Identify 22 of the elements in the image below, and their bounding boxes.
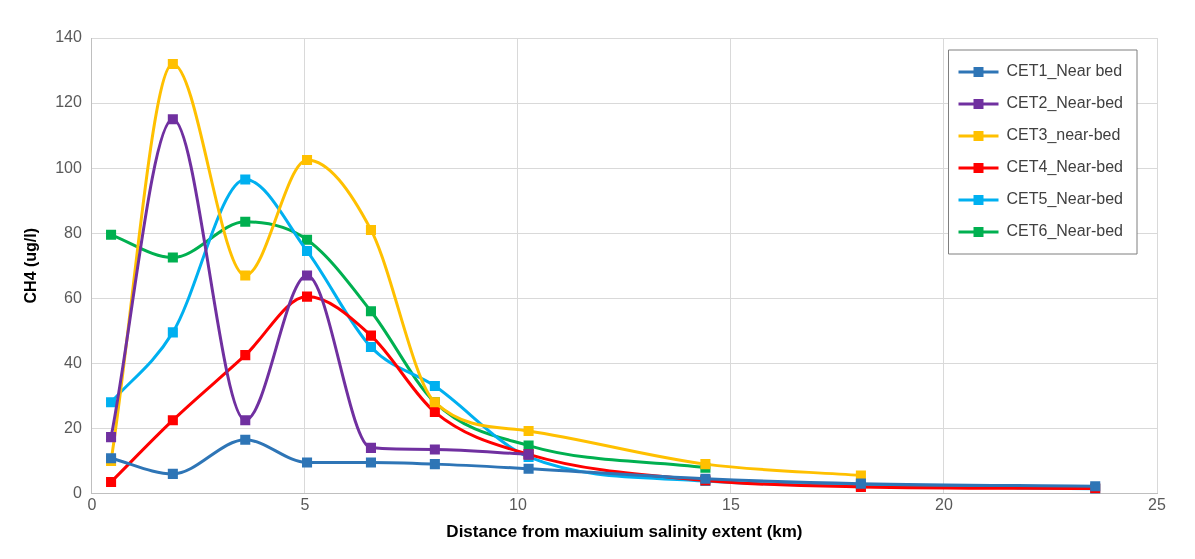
x-tick-label: 20	[935, 496, 953, 514]
legend-label: CET2_Near-bed	[1006, 94, 1123, 113]
x-axis-title: Distance from maxiuium salinity extent (km)	[446, 522, 803, 542]
legend-label: CET6_Near-bed	[1006, 222, 1123, 241]
x-tick-label: 10	[509, 496, 527, 514]
y-axis-title: CH4 (ug/l)	[22, 227, 40, 304]
legend-label: CET1_Near bed	[1006, 62, 1123, 81]
y-tick-label: 120	[55, 93, 82, 111]
x-tick-label: 5	[300, 496, 310, 514]
x-tick-label: 25	[1148, 496, 1166, 514]
y-tick-label: 20	[64, 418, 82, 436]
x-tick-label: 0	[87, 496, 97, 514]
legend-label: CET4_Near-bed	[1006, 158, 1123, 177]
legend-label: CET3_near-bed	[1006, 126, 1121, 145]
y-tick-label: 140	[55, 28, 82, 46]
y-tick-label: 40	[64, 353, 82, 371]
y-tick-label: 80	[64, 223, 82, 241]
y-tick-label: 100	[55, 158, 82, 176]
y-tick-label: 60	[64, 288, 82, 306]
legend-label: CET5_Near-bed	[1006, 190, 1123, 209]
y-tick-label: 0	[72, 483, 82, 501]
x-tick-label: 15	[722, 496, 740, 514]
